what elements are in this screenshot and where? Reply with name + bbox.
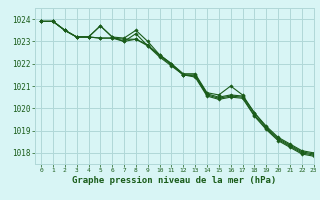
- X-axis label: Graphe pression niveau de la mer (hPa): Graphe pression niveau de la mer (hPa): [72, 176, 276, 185]
